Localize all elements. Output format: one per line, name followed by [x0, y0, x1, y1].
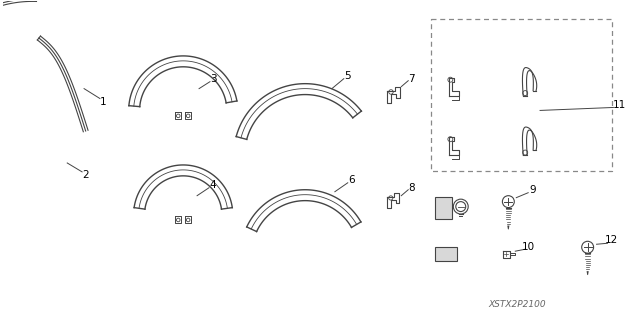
Bar [435, 247, 457, 261]
Text: 6: 6 [348, 175, 355, 185]
Text: 2: 2 [82, 170, 88, 180]
Text: XSTX2P2100: XSTX2P2100 [488, 300, 546, 309]
Text: 4: 4 [210, 180, 216, 190]
Text: 3: 3 [211, 74, 217, 84]
Text: 8: 8 [408, 183, 415, 193]
Text: 10: 10 [522, 242, 535, 252]
Bar [435, 197, 452, 219]
Text: 7: 7 [408, 74, 415, 84]
Text: 12: 12 [605, 235, 618, 245]
Text: 9: 9 [530, 185, 536, 195]
Text: 1: 1 [100, 97, 106, 107]
Text: 5: 5 [344, 71, 351, 81]
Bar [431, 19, 612, 171]
Text: 11: 11 [612, 100, 626, 110]
